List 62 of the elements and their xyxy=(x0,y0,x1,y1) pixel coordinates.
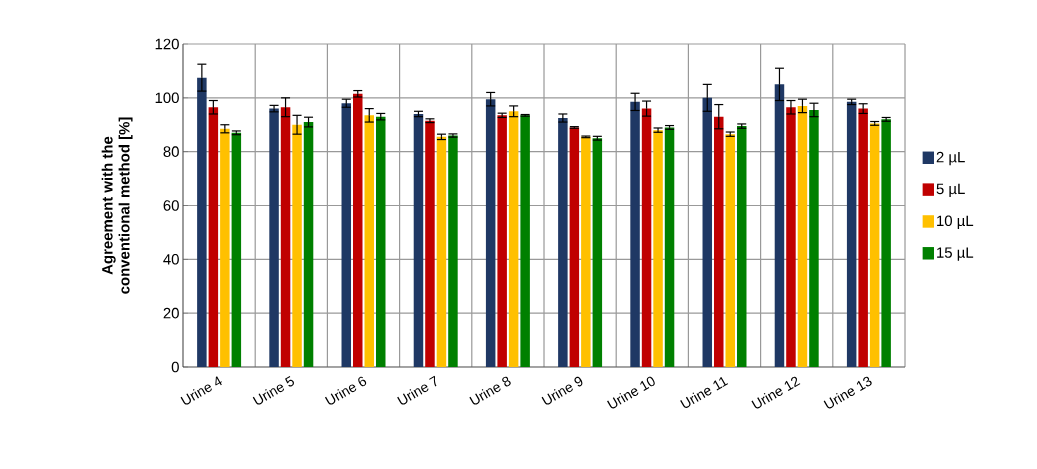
bar xyxy=(702,97,713,367)
legend-label: 5 µL xyxy=(936,183,965,198)
bar xyxy=(280,107,291,367)
bar xyxy=(736,126,747,367)
bar xyxy=(786,107,796,367)
bar xyxy=(485,99,496,367)
x-tick-label: Urine 10 xyxy=(607,376,655,409)
bar xyxy=(581,136,591,367)
bar xyxy=(231,132,242,367)
y-tick-label: 120 xyxy=(155,38,179,50)
bar xyxy=(714,116,724,367)
bar xyxy=(303,122,314,367)
bar xyxy=(869,123,880,367)
y-axis-title: Agreement with the conventional method [%] xyxy=(101,117,133,294)
bar xyxy=(858,108,868,367)
bar xyxy=(425,120,435,367)
bar xyxy=(292,124,302,367)
bar xyxy=(269,108,279,367)
bar xyxy=(375,116,386,367)
bar xyxy=(774,84,785,367)
y-tick-label: 0 xyxy=(171,361,179,373)
x-tick-label: Urine 9 xyxy=(541,376,583,405)
bar xyxy=(664,127,675,367)
x-tick-label: Urine 11 xyxy=(680,376,729,408)
bar xyxy=(846,101,857,367)
bar xyxy=(436,136,447,367)
bar xyxy=(558,118,568,367)
bar xyxy=(797,105,808,367)
bar xyxy=(881,119,891,367)
y-tick-label: 40 xyxy=(163,254,179,265)
y-tick-label: 60 xyxy=(163,200,179,211)
bar xyxy=(592,138,603,367)
bar xyxy=(353,93,363,367)
bar xyxy=(520,115,530,367)
x-tick-label: Urine 6 xyxy=(324,376,367,405)
bar xyxy=(653,130,663,367)
x-tick-label: Urine 13 xyxy=(823,376,872,409)
x-tick-label: Urine 8 xyxy=(469,376,511,405)
bar xyxy=(569,127,580,367)
bar xyxy=(220,128,230,367)
bar xyxy=(448,135,458,367)
legend-label: 2 µL xyxy=(936,151,965,166)
bar xyxy=(413,113,424,367)
legend-label: 10 µL xyxy=(937,215,974,230)
legend-label: 15 µL xyxy=(937,247,974,261)
x-tick-label: Urine 12 xyxy=(751,376,801,409)
x-tick-label: Urine 4 xyxy=(180,376,222,405)
bar xyxy=(497,115,507,367)
y-tick-label: 20 xyxy=(163,307,179,319)
bar xyxy=(208,107,219,367)
bar xyxy=(725,134,735,367)
bar xyxy=(364,115,374,367)
bar xyxy=(508,111,519,367)
x-tick-label: Urine 7 xyxy=(397,375,437,405)
bar xyxy=(341,103,352,367)
y-tick-label: 80 xyxy=(163,146,179,157)
x-tick-label: Urine 5 xyxy=(252,376,294,405)
bar xyxy=(641,108,652,367)
bar xyxy=(809,109,819,367)
bar xyxy=(197,77,207,367)
bar xyxy=(630,101,640,367)
y-tick-label: 100 xyxy=(155,92,179,104)
